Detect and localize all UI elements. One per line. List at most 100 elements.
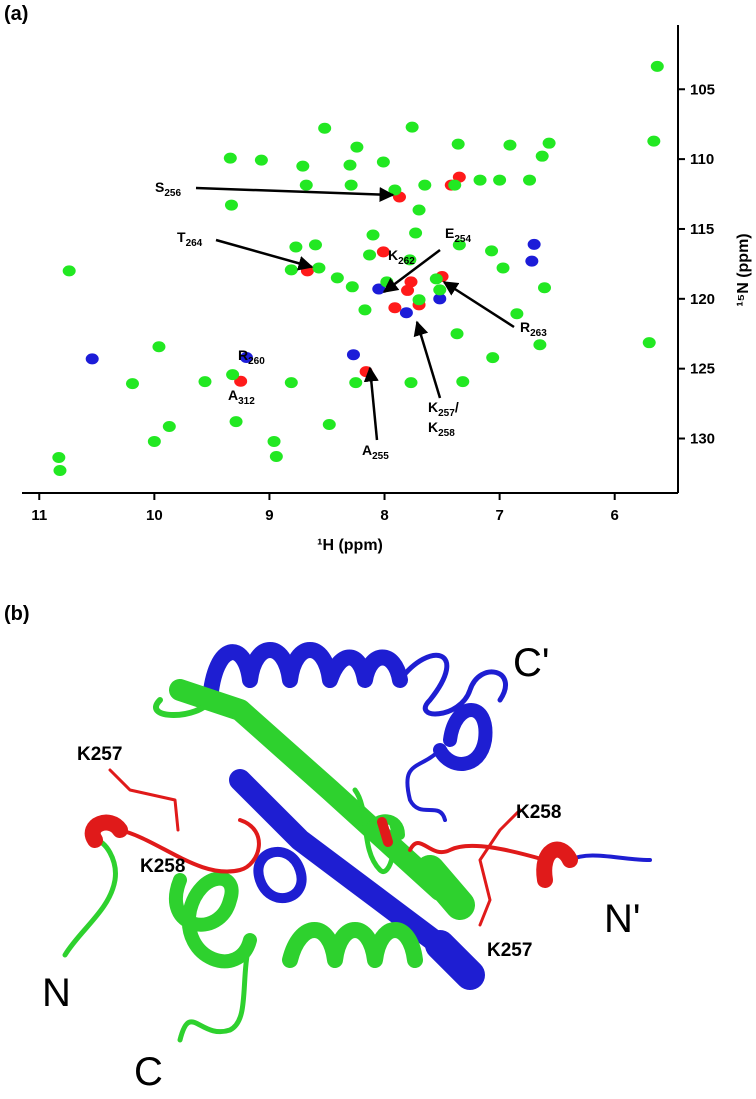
peak xyxy=(403,254,417,266)
peak xyxy=(450,328,464,340)
peak xyxy=(486,352,500,364)
peak xyxy=(349,377,363,389)
helix-red xyxy=(536,841,578,888)
panel-label: (b) xyxy=(4,603,30,625)
structure-label: N' xyxy=(604,897,641,941)
x-tick-label: 6 xyxy=(611,507,619,524)
peak xyxy=(52,452,66,464)
y-tick-label: 105 xyxy=(690,81,715,98)
structure-label: K257 xyxy=(487,940,532,961)
peak xyxy=(254,154,268,166)
annotation-arrow xyxy=(382,249,441,293)
peak xyxy=(401,284,415,296)
peak xyxy=(269,451,283,463)
peak xyxy=(147,435,161,447)
peak xyxy=(542,137,556,149)
peak xyxy=(318,122,332,134)
structure-label: N xyxy=(42,971,71,1015)
helix xyxy=(168,871,257,969)
loop-red xyxy=(408,841,547,862)
strand-arrow xyxy=(415,855,475,920)
peak xyxy=(234,375,248,387)
peak xyxy=(198,376,212,388)
peak xyxy=(312,262,326,274)
peak xyxy=(433,284,447,296)
helix xyxy=(253,847,307,903)
peak xyxy=(493,174,507,186)
peak xyxy=(267,435,281,447)
loop xyxy=(177,937,253,1043)
x-axis-label: ¹H (ppm) xyxy=(317,537,383,554)
peak xyxy=(523,174,537,186)
panel-label: (a) xyxy=(4,3,28,25)
annotation: K258 xyxy=(428,419,455,439)
peak xyxy=(451,138,465,150)
peak xyxy=(399,307,413,319)
peak xyxy=(223,152,237,164)
loop xyxy=(352,787,397,875)
peak xyxy=(226,369,240,381)
peak xyxy=(405,121,419,133)
peak xyxy=(350,141,364,153)
helix xyxy=(433,703,493,771)
x-tick-label: 8 xyxy=(380,507,388,524)
peak xyxy=(537,282,551,294)
side-chain xyxy=(108,768,180,832)
structure-labels: C' N' N C K257 K258 K258 K257 xyxy=(42,641,641,1094)
x-tick-label: 11 xyxy=(31,507,47,524)
x-tick-label: 10 xyxy=(146,507,163,524)
peak xyxy=(429,273,443,285)
annotation-arrow xyxy=(195,186,395,203)
annotation-arrow xyxy=(363,366,379,441)
peak xyxy=(322,419,336,431)
peak xyxy=(409,227,423,239)
loop-red xyxy=(118,818,261,874)
peak xyxy=(418,179,432,191)
annotation-arrow xyxy=(413,320,442,399)
peak xyxy=(284,377,298,389)
peak xyxy=(296,160,310,172)
peak xyxy=(299,179,313,191)
peak xyxy=(85,353,99,365)
annotation: A255 xyxy=(362,442,389,462)
loop xyxy=(568,853,652,862)
peak xyxy=(404,377,418,389)
peak xyxy=(239,351,253,363)
y-tick-label: 120 xyxy=(690,291,715,308)
loop xyxy=(153,697,213,718)
annotation: E254 xyxy=(445,225,471,245)
peak xyxy=(162,421,176,433)
loop xyxy=(405,748,447,822)
loop xyxy=(62,837,118,958)
peak xyxy=(330,272,344,284)
peak xyxy=(412,204,426,216)
peak xyxy=(372,283,386,295)
peak xyxy=(642,337,656,349)
peak xyxy=(496,262,510,274)
structure-label: C xyxy=(134,1050,163,1094)
peak xyxy=(456,376,470,388)
peak xyxy=(152,341,166,353)
peak xyxy=(650,60,664,72)
peak xyxy=(412,294,426,306)
peak xyxy=(433,293,447,305)
peak xyxy=(289,241,303,253)
annotation: R260 xyxy=(238,347,265,367)
peak xyxy=(452,239,466,251)
x-tick-label: 7 xyxy=(495,507,503,524)
structure-label: C' xyxy=(513,641,550,685)
peak xyxy=(229,416,243,428)
side-chain xyxy=(478,808,522,927)
peak xyxy=(284,264,298,276)
peak xyxy=(344,179,358,191)
peak xyxy=(525,255,539,267)
structure-label: K258 xyxy=(516,802,561,823)
helix xyxy=(282,922,423,968)
peak xyxy=(366,229,380,241)
peak xyxy=(345,281,359,293)
peak xyxy=(53,465,67,477)
y-tick-label: 125 xyxy=(690,361,715,378)
peak xyxy=(376,246,390,258)
